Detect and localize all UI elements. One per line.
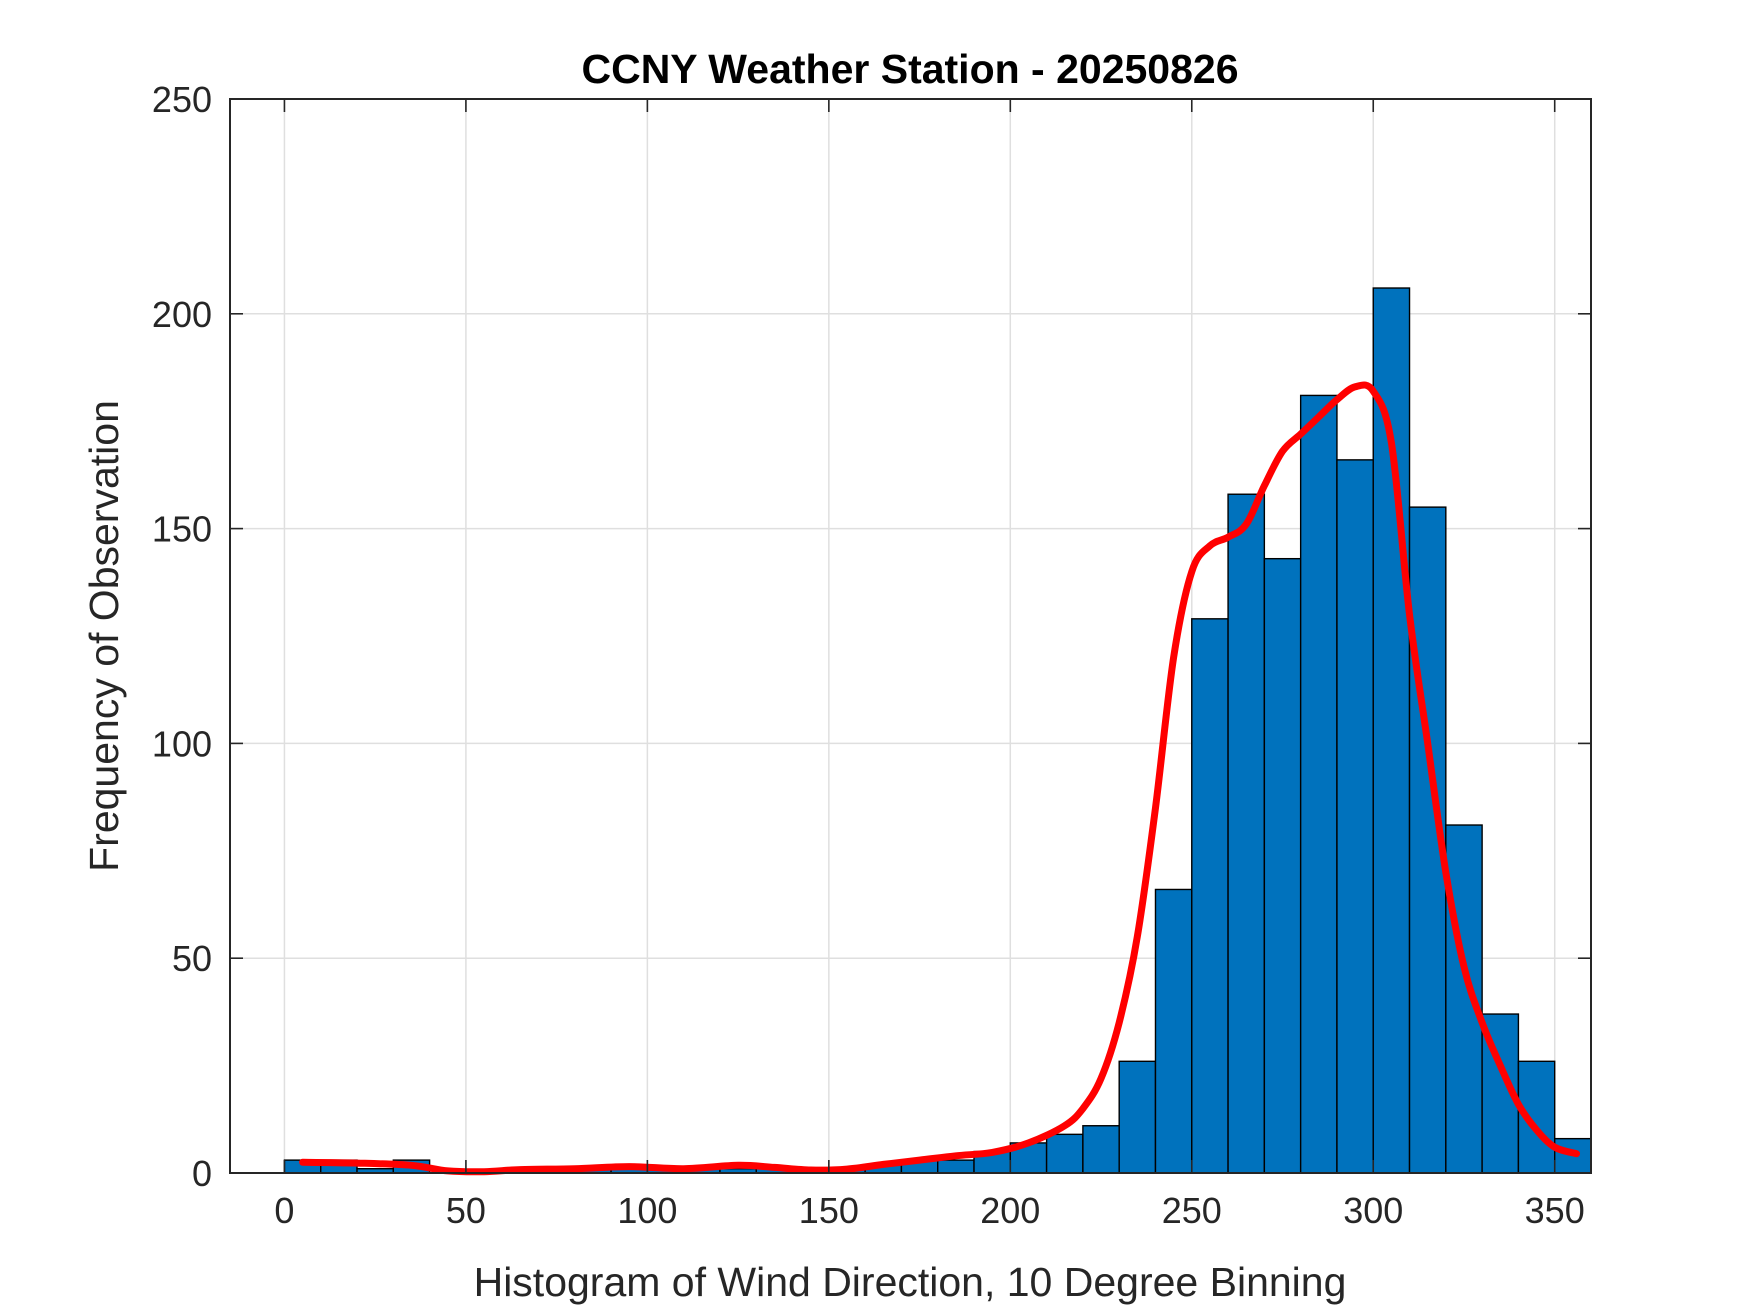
fit-curve-group	[299, 381, 1580, 1176]
histogram-bar	[1336, 459, 1374, 1174]
x-tick-label: 100	[617, 1190, 677, 1231]
y-tick-label: 100	[152, 723, 212, 764]
y-tick-label: 0	[192, 1153, 212, 1194]
fit-curve	[299, 381, 1580, 1176]
x-axis-label: Histogram of Wind Direction, 10 Degree B…	[474, 1259, 1347, 1305]
x-tick-label: 300	[1343, 1190, 1403, 1231]
histogram-bar	[1154, 888, 1193, 1174]
x-tick-label: 150	[799, 1190, 859, 1231]
plot-frame	[229, 98, 1592, 1174]
histogram-bar	[937, 1159, 975, 1174]
y-tick-label: 200	[152, 294, 212, 335]
x-tick-label: 350	[1525, 1190, 1585, 1231]
x-tick-label: 50	[446, 1190, 486, 1231]
y-tick-label: 50	[172, 938, 212, 979]
histogram-bar	[1191, 618, 1229, 1174]
histogram-bar	[1118, 1060, 1157, 1174]
histogram-bar	[1082, 1125, 1120, 1174]
tick-labels: 0 50 100 150 200 250 300 350 0 50 100 150 200 250	[152, 79, 1585, 1231]
histogram-bar	[1045, 1133, 1084, 1174]
y-axis-label: Frequency of Observation	[81, 400, 127, 872]
x-tick-label: 250	[1162, 1190, 1222, 1231]
x-tick-label: 200	[980, 1190, 1040, 1231]
histogram-bar	[1372, 287, 1411, 1174]
histogram-bar	[1227, 493, 1266, 1174]
histogram-bar	[1299, 394, 1338, 1174]
x-tick-label: 0	[274, 1190, 294, 1231]
y-tick-label: 250	[152, 79, 212, 120]
chart-title: CCNY Weather Station - 20250826	[581, 46, 1238, 92]
histogram-bar	[1263, 557, 1302, 1174]
y-tick-label: 150	[152, 509, 212, 550]
